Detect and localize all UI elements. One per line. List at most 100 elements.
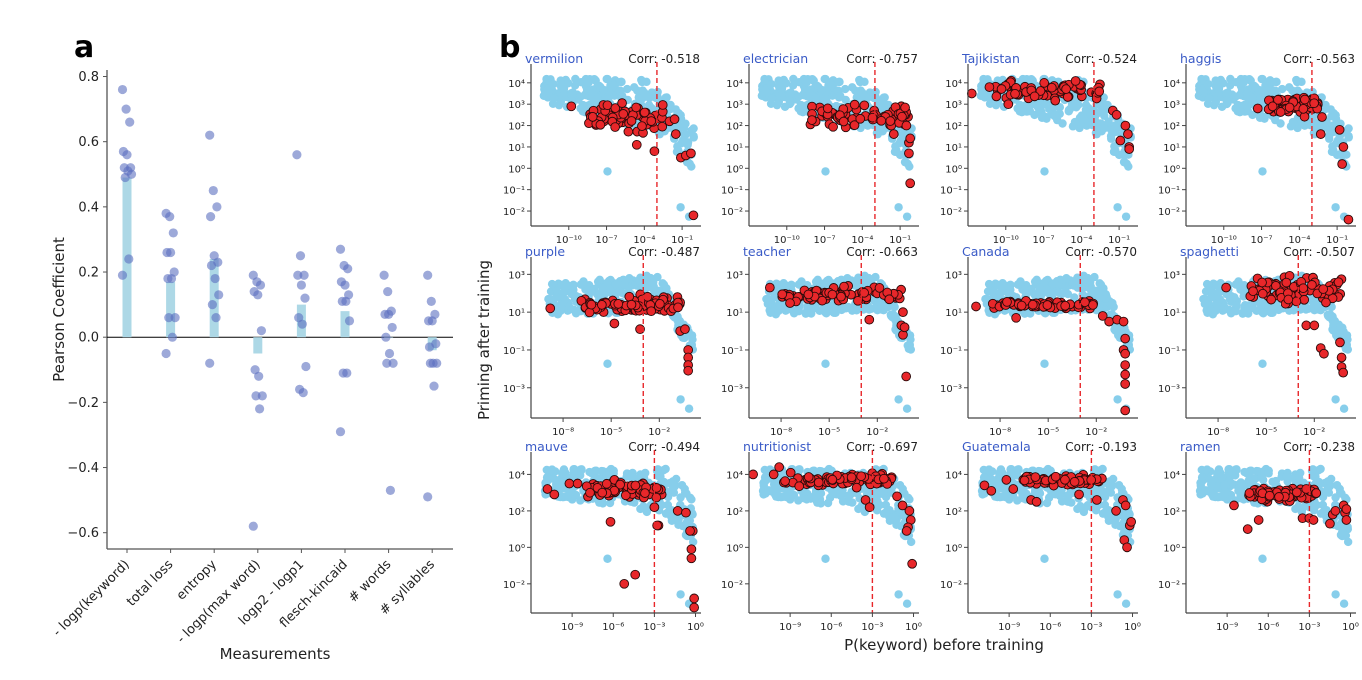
background-point xyxy=(1252,466,1261,476)
data-point xyxy=(429,381,439,391)
keyword-point xyxy=(1325,518,1335,529)
background-point xyxy=(1333,136,1342,145)
background-point xyxy=(1225,294,1235,304)
background-point xyxy=(551,480,561,489)
background-point xyxy=(1040,554,1049,563)
keyword-point xyxy=(1317,112,1327,122)
keyword-point xyxy=(1319,348,1329,359)
background-point xyxy=(663,508,673,517)
y-tick-label: 10³ xyxy=(508,100,525,111)
keyword-point xyxy=(1031,496,1042,507)
data-point xyxy=(251,391,261,401)
data-point xyxy=(388,358,398,368)
background-point xyxy=(1064,491,1073,500)
background-point xyxy=(1197,473,1207,482)
background-point xyxy=(661,464,670,474)
y-tick-label: 10⁰ xyxy=(1163,164,1180,175)
background-point xyxy=(682,489,691,498)
background-point xyxy=(815,466,824,476)
x-axis-label: Measurements xyxy=(220,645,331,663)
data-point xyxy=(298,387,308,398)
data-point xyxy=(117,270,128,280)
keyword-point xyxy=(631,102,641,113)
x-tick-label: total loss xyxy=(124,557,176,609)
keyword-point xyxy=(686,544,697,555)
subplot-guatemala: 10⁴ 10² 10⁰ 10⁻² 10⁻⁹ 10⁻⁶ 10⁻³ 10⁰ Guatemala Cor… xyxy=(940,439,1141,633)
data-point xyxy=(255,404,265,414)
background-point xyxy=(1201,299,1211,308)
x-tick-label: 10⁻⁹ xyxy=(998,622,1020,633)
y-tick-label: 10⁻¹ xyxy=(940,186,962,197)
background-point xyxy=(1099,124,1109,133)
y-tick-label: 10³ xyxy=(1163,270,1180,281)
background-point xyxy=(799,107,808,116)
y-tick-label: 10³ xyxy=(508,270,525,281)
keyword-title: electrician xyxy=(743,51,808,66)
keyword-point xyxy=(876,115,887,126)
data-point xyxy=(423,270,433,280)
correlation-label: Corr: -0.238 xyxy=(1283,440,1355,454)
x-tick-label: 10⁻¹ xyxy=(1108,235,1130,246)
background-point xyxy=(1101,294,1110,303)
background-point xyxy=(817,85,826,95)
background-point xyxy=(995,288,1005,298)
background-point xyxy=(1118,150,1128,160)
keyword-point xyxy=(597,300,607,310)
keyword-point xyxy=(1120,360,1131,370)
background-point xyxy=(560,295,570,304)
background-point xyxy=(813,275,822,285)
keyword-point xyxy=(651,483,662,493)
background-point xyxy=(1258,554,1267,563)
background-point xyxy=(905,495,914,504)
keyword-point xyxy=(822,103,833,114)
x-tick-label: 10⁻⁷ xyxy=(814,235,836,246)
y-tick-label: 10⁴ xyxy=(508,79,525,90)
panel-a-chart: 0.8 0.6 0.4 0.2 0.0 −0.2 −0.4 −0.6 - logp(keywor… xyxy=(50,70,453,663)
background-point xyxy=(1225,464,1234,474)
keyword-point xyxy=(1094,86,1105,97)
keyword-point xyxy=(1242,524,1253,534)
y-tick-label: 10⁰ xyxy=(726,543,743,554)
y-tick-label: 10⁻² xyxy=(940,207,962,218)
background-point xyxy=(794,92,803,101)
correlation-label: Corr: -0.663 xyxy=(846,245,918,259)
keyword-point xyxy=(1080,297,1090,308)
keyword-point xyxy=(1124,144,1135,154)
background-point xyxy=(1236,74,1246,84)
background-point xyxy=(766,308,775,317)
subplot-mauve: 10⁴ 10² 10⁰ 10⁻² 10⁻⁹ 10⁻⁶ 10⁻³ 10⁰ mauve Corr: -… xyxy=(503,439,704,633)
background-point xyxy=(984,465,993,475)
subplot-canada: 10³ 10¹ 10⁻¹ 10⁻³ 10⁻⁸ 10⁻⁵ 10⁻² Canada Corr: -0… xyxy=(940,244,1138,438)
background-point xyxy=(674,319,683,329)
y-tick-label: 10² xyxy=(1163,122,1180,133)
background-point xyxy=(1264,81,1273,90)
background-point xyxy=(1047,289,1057,299)
data-point xyxy=(207,300,217,310)
x-tick-label: 10⁻⁵ xyxy=(1037,427,1059,438)
background-point xyxy=(653,272,662,282)
background-point xyxy=(775,280,784,290)
keyword-point xyxy=(630,569,641,580)
background-point xyxy=(678,136,687,145)
keyword-point xyxy=(1311,488,1322,498)
data-point xyxy=(206,260,217,271)
keyword-point xyxy=(619,578,630,589)
keyword-point xyxy=(1267,101,1278,112)
keyword-point xyxy=(620,490,631,501)
y-tick-label: 0.8 xyxy=(78,70,99,85)
keyword-point xyxy=(640,488,650,498)
y-tick-label: 10⁻¹ xyxy=(721,346,743,357)
keyword-point xyxy=(1307,280,1317,290)
y-tick-label: 10¹ xyxy=(945,143,962,154)
x-tick-label: 10⁻⁶ xyxy=(1039,622,1061,633)
data-point xyxy=(426,296,436,306)
x-tick-label: 10⁻² xyxy=(648,427,670,438)
background-point xyxy=(1297,77,1306,87)
background-point xyxy=(1034,104,1044,114)
data-point xyxy=(381,332,391,342)
x-axis-label: P(keyword) before training xyxy=(844,636,1044,654)
background-point xyxy=(1042,498,1052,508)
keyword-title: mauve xyxy=(525,439,568,454)
background-point xyxy=(1343,537,1353,547)
keyword-point xyxy=(1104,316,1114,327)
